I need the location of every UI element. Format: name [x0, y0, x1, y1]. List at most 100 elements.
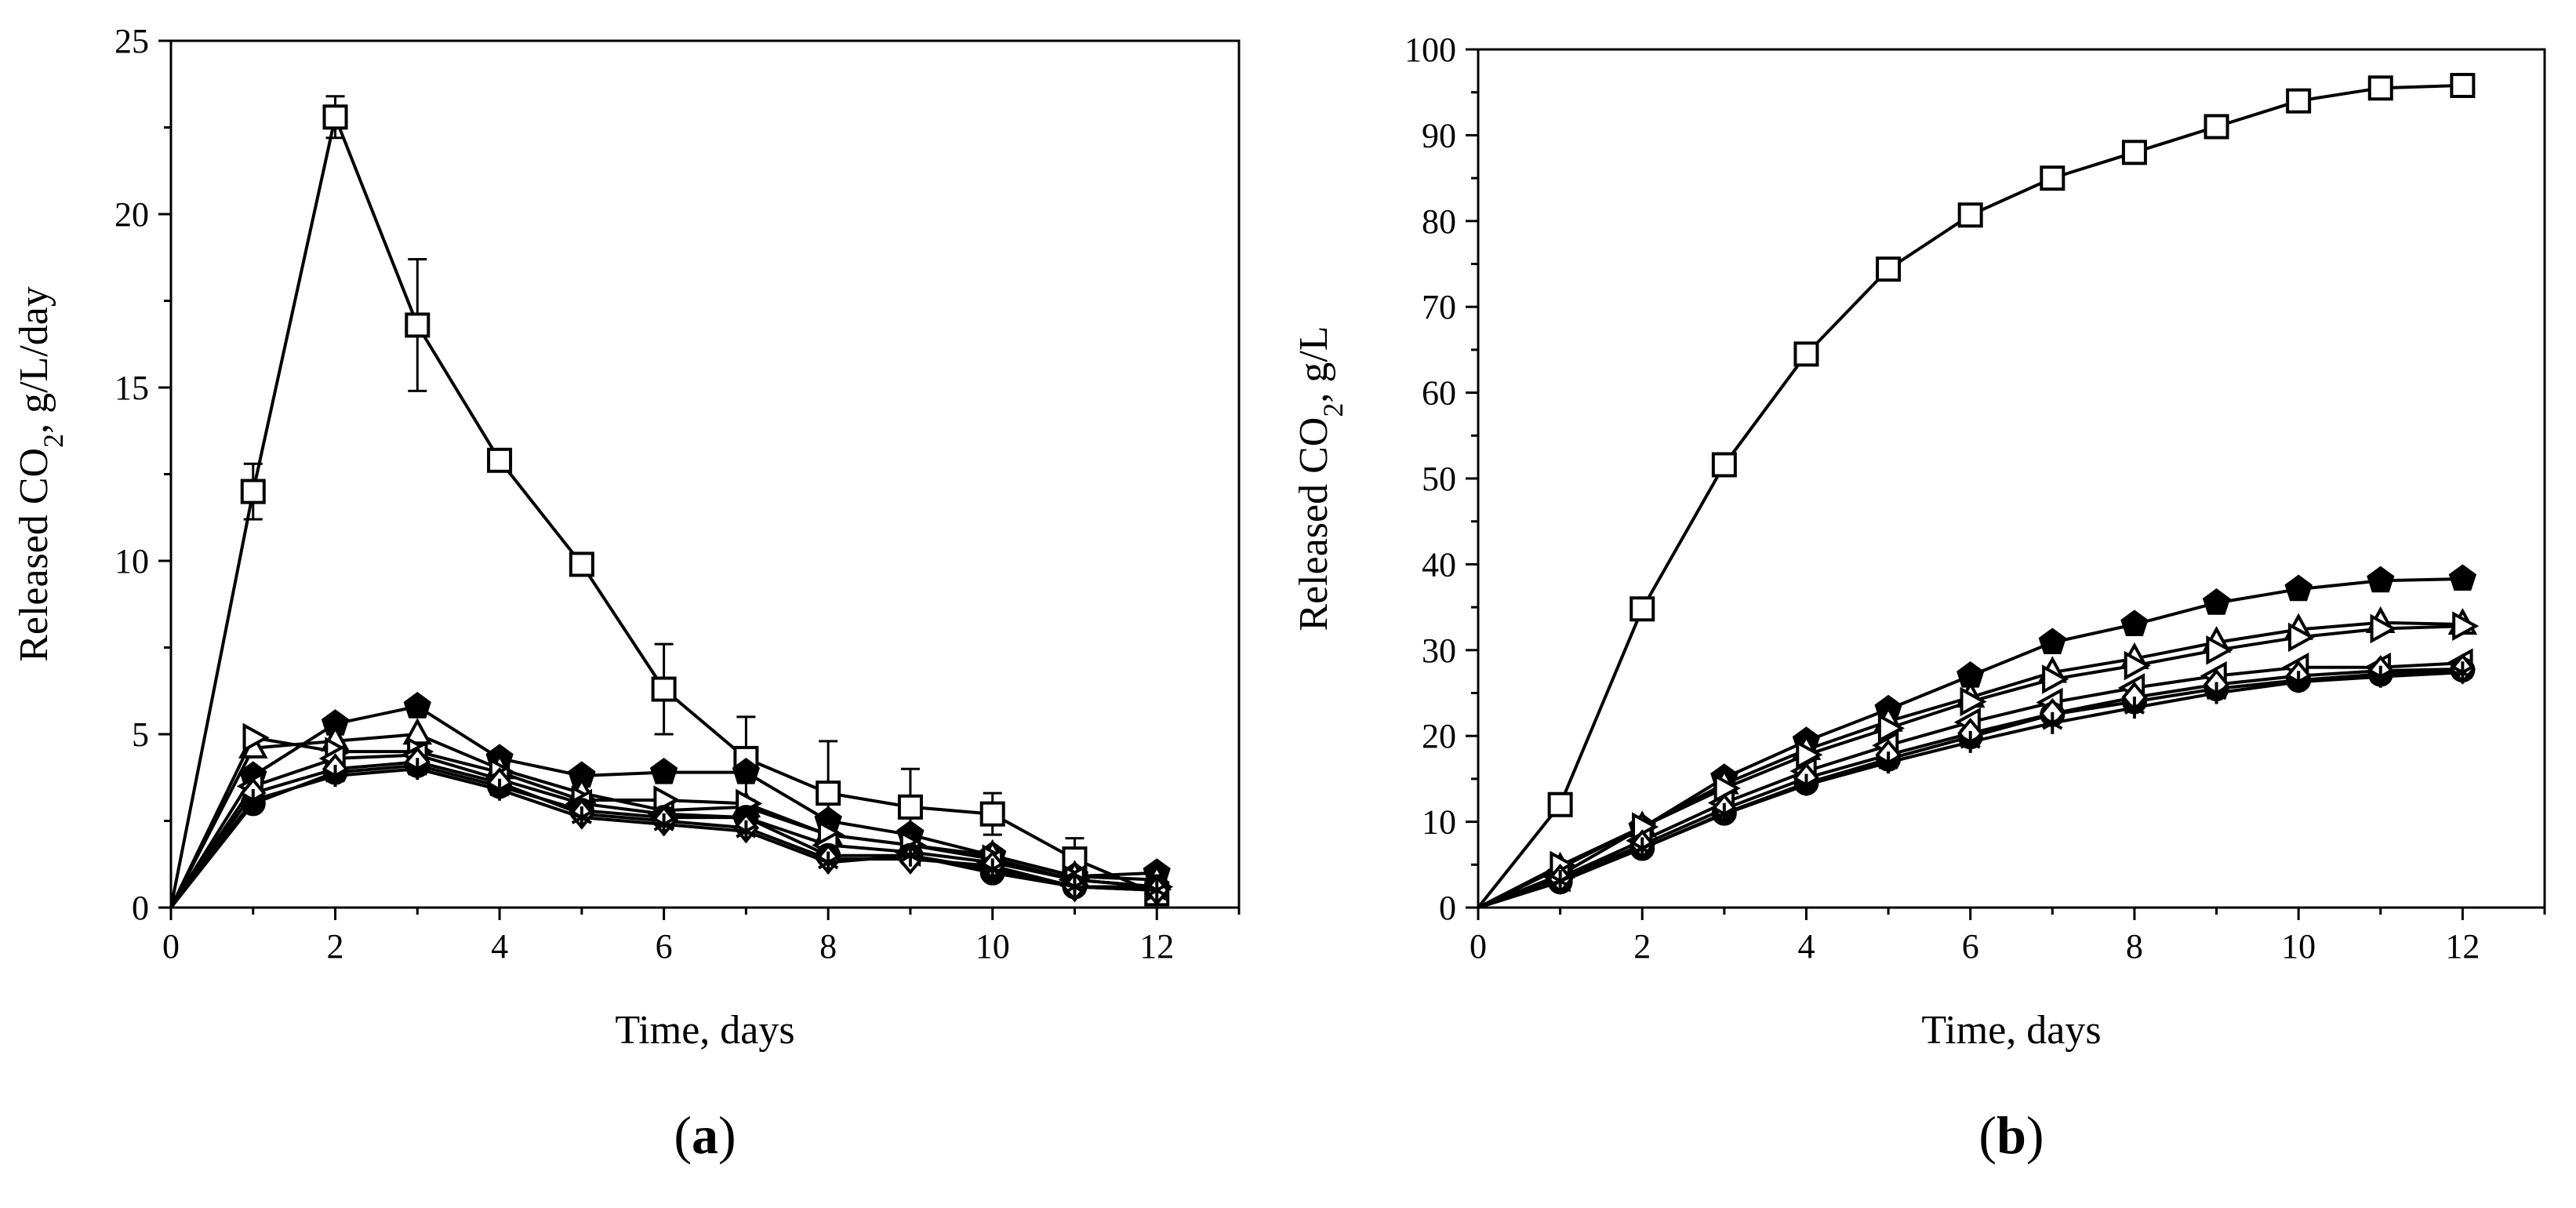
y-tick-label: 100	[1404, 31, 1456, 69]
data-point	[2042, 711, 2063, 734]
data-point	[2206, 682, 2227, 704]
y-tick-label: 20	[114, 195, 149, 234]
series-triangle-right-open	[1477, 611, 2480, 909]
chart-panel-b: 0 2 4 6 8 10 12 0 10 20 30 40 50 60 70 80 90 100 Time, day…	[1292, 31, 2546, 1165]
data-point	[736, 820, 757, 842]
data-point	[569, 551, 594, 577]
data-point	[489, 778, 510, 801]
data-point	[1550, 870, 1571, 893]
x-tick-label: 2	[1633, 927, 1651, 966]
data-point	[2287, 622, 2316, 653]
data-point	[2370, 613, 2397, 644]
x-tick-label: 10	[2281, 927, 2316, 966]
y-tick-label: 50	[1422, 460, 1456, 498]
series-star	[1477, 661, 2473, 909]
data-point	[1146, 879, 1168, 901]
panel-label: (b)	[1978, 1105, 2044, 1165]
y-tick-label: 0	[1439, 889, 1456, 927]
x-tick-label: 4	[491, 927, 508, 966]
x-tick-label: 6	[1962, 927, 1979, 966]
data-point	[979, 801, 1005, 827]
series-square-open	[169, 95, 1170, 908]
data-point	[1711, 452, 1737, 478]
data-point	[2452, 611, 2480, 641]
data-point	[2121, 140, 2147, 166]
series-square-open	[1477, 72, 2476, 909]
data-point	[322, 104, 348, 130]
data-point	[2286, 88, 2312, 114]
data-point	[405, 312, 431, 338]
data-point	[2124, 697, 2145, 719]
x-tick-label: 2	[327, 927, 344, 966]
data-point	[732, 758, 761, 784]
x-tick-label: 12	[1139, 927, 1174, 966]
data-point	[2367, 75, 2393, 101]
data-point	[2040, 166, 2066, 191]
panel-label: (a)	[674, 1105, 736, 1165]
y-axis-title: Released CO2, g/L/day	[12, 286, 69, 662]
data-point	[242, 788, 263, 811]
data-point	[651, 676, 677, 702]
x-tick-label: 12	[2445, 927, 2480, 966]
x-tick-label: 4	[1797, 927, 1815, 966]
data-point	[1877, 751, 1899, 774]
data-point	[325, 765, 346, 788]
series-line	[169, 111, 1157, 908]
data-point	[1796, 773, 1817, 796]
y-tick-label: 10	[1422, 803, 1456, 842]
data-point	[2367, 566, 2395, 593]
data-point	[982, 858, 1003, 881]
chart-panel-a: 0 2 4 6 8 10 12 0 5 10 15 20 25 Time, days Released CO…	[12, 22, 1241, 1165]
x-tick-label: 10	[976, 927, 1010, 966]
data-point	[242, 722, 270, 753]
data-point	[1960, 686, 1987, 717]
data-point	[899, 844, 921, 867]
series-triangle-up-open	[1477, 606, 2478, 909]
y-tick-label: 80	[1422, 202, 1456, 241]
data-point	[1796, 740, 1823, 770]
data-point	[1713, 802, 1735, 825]
data-point	[487, 447, 513, 473]
data-point	[897, 794, 923, 820]
data-point	[2206, 635, 2233, 665]
y-tick-label: 60	[1422, 374, 1456, 413]
y-tick-label: 10	[114, 542, 149, 580]
y-axis-title: Released CO2, g/L	[1292, 326, 1349, 631]
x-tick-label: 8	[2126, 927, 2143, 966]
data-point	[818, 851, 839, 874]
series-star	[169, 758, 1168, 909]
data-point	[2370, 665, 2391, 688]
data-point	[1877, 713, 1906, 744]
data-point	[2038, 628, 2066, 654]
data-point	[2452, 661, 2473, 684]
data-point	[571, 806, 592, 829]
data-point	[240, 478, 266, 504]
data-point	[2204, 114, 2229, 140]
data-point	[649, 758, 678, 784]
data-point	[1957, 202, 1983, 228]
data-point	[407, 758, 428, 780]
data-point	[2448, 564, 2477, 591]
y-tick-label: 30	[1422, 631, 1456, 670]
y-tick-label: 25	[114, 22, 149, 60]
data-point	[1876, 257, 1902, 282]
y-tick-label: 5	[132, 715, 149, 754]
x-axis-title: Time, days	[1921, 1008, 2101, 1053]
data-point	[2450, 72, 2476, 98]
data-point	[653, 813, 674, 835]
data-point	[1793, 341, 1819, 367]
plot-frame	[1477, 48, 2546, 909]
y-tick-label: 90	[1422, 116, 1456, 155]
data-point	[1960, 730, 1981, 753]
data-point	[2202, 588, 2231, 615]
x-axis-title: Time, days	[615, 1008, 794, 1053]
data-point	[1630, 596, 1655, 622]
data-point	[1064, 875, 1085, 898]
y-tick-label: 40	[1422, 545, 1456, 584]
data-point	[2124, 650, 2151, 681]
y-tick-label: 70	[1422, 288, 1456, 326]
y-tick-label: 0	[132, 889, 149, 927]
x-tick-label: 0	[1470, 927, 1487, 966]
